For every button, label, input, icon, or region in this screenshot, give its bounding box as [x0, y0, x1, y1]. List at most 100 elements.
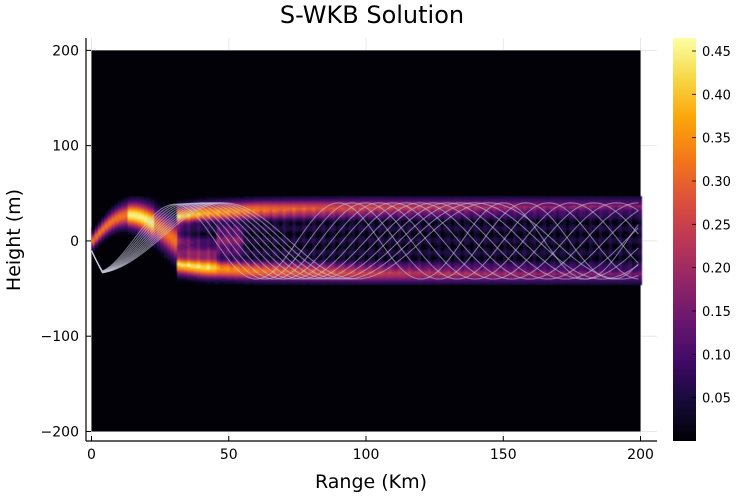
heatmap-cell — [364, 203, 369, 206]
heatmap-cell — [236, 231, 241, 234]
heatmap-cell — [111, 227, 115, 230]
heatmap-cell — [312, 276, 316, 279]
heatmap-cell — [259, 273, 264, 276]
heatmap-cell — [368, 281, 372, 284]
heatmap-cell — [305, 281, 310, 284]
heatmap-cell — [371, 221, 376, 224]
heatmap-cell — [275, 226, 280, 228]
heatmap-cell — [328, 280, 333, 283]
heatmap-cell — [308, 267, 313, 270]
heatmap-cell — [378, 256, 382, 258]
heatmap-cell — [157, 247, 162, 250]
heatmap-cell — [289, 243, 293, 246]
heatmap-cell — [229, 229, 234, 231]
heatmap-cell — [331, 251, 336, 254]
heatmap-cell — [206, 231, 211, 234]
heatmap-cell — [397, 256, 402, 258]
heatmap-cell — [154, 209, 158, 211]
heatmap-cell — [203, 216, 208, 218]
heatmap-cell — [391, 231, 395, 234]
heatmap-cell — [338, 239, 343, 241]
heatmap-cell — [401, 261, 405, 264]
heatmap-cell — [331, 260, 336, 263]
heatmap-cell — [275, 230, 280, 233]
heatmap-cell — [183, 266, 188, 269]
heatmap-cell — [305, 260, 310, 263]
heatmap-cell — [295, 257, 300, 260]
heatmap-cell — [147, 200, 152, 203]
heatmap-cell — [262, 210, 267, 213]
heatmap-cell — [384, 263, 389, 266]
heatmap-cell — [381, 267, 386, 270]
heatmap-cell — [200, 209, 204, 211]
heatmap-cell — [239, 261, 244, 264]
heatmap-cell — [226, 210, 231, 213]
heatmap-cell — [318, 244, 323, 247]
heatmap-cell — [249, 214, 254, 217]
heatmap-cell — [243, 259, 247, 261]
heatmap-cell — [292, 261, 297, 264]
heatmap-cell — [285, 201, 290, 204]
heatmap-cell — [104, 213, 109, 216]
heatmap-cell — [397, 200, 402, 203]
heatmap-cell — [229, 230, 234, 233]
heatmap-cell — [285, 239, 290, 241]
heatmap-cell — [387, 217, 392, 220]
heatmap-cell — [325, 243, 330, 246]
heatmap-cell — [266, 196, 270, 198]
heatmap-cell — [147, 227, 152, 230]
heatmap-cell — [358, 269, 363, 271]
heatmap-cell — [394, 276, 399, 279]
heatmap-cell — [325, 221, 330, 224]
heatmap-cell — [331, 203, 336, 206]
heatmap-cell — [302, 216, 307, 218]
heatmap-cell — [371, 241, 376, 244]
heatmap-cell — [312, 237, 316, 240]
heatmap-cell — [210, 283, 214, 286]
heatmap-cell — [381, 273, 386, 276]
heatmap-cell — [177, 223, 181, 226]
heatmap-cell — [249, 206, 254, 208]
heatmap-cell — [348, 236, 353, 238]
heatmap-cell — [348, 237, 353, 240]
heatmap-cell — [328, 246, 333, 248]
heatmap-cell — [196, 277, 201, 280]
heatmap-cell — [292, 231, 297, 234]
heatmap-cell — [341, 271, 346, 274]
heatmap-cell — [299, 196, 303, 198]
heatmap-cell — [124, 201, 129, 204]
heatmap-cell — [160, 219, 165, 221]
heatmap-cell — [338, 221, 343, 224]
heatmap-cell — [275, 264, 280, 267]
heatmap-cell — [210, 246, 214, 248]
heatmap-cell — [292, 267, 297, 270]
heatmap-cell — [371, 239, 376, 241]
heatmap-cell — [361, 257, 366, 260]
heatmap-cell — [259, 279, 264, 281]
heatmap-cell — [269, 226, 274, 228]
heatmap-cell — [312, 267, 316, 270]
heatmap-cell — [213, 260, 218, 263]
heatmap-cell — [127, 204, 132, 207]
heatmap-cell — [236, 203, 241, 206]
heatmap-cell — [345, 226, 349, 228]
heatmap-cell — [397, 249, 402, 251]
heatmap-cell — [272, 199, 277, 201]
heatmap-cell — [236, 257, 241, 260]
heatmap-cell — [279, 226, 283, 228]
heatmap-cell — [243, 266, 247, 269]
heatmap-cell — [348, 253, 353, 256]
heatmap-cell — [361, 226, 366, 228]
heatmap-cell — [236, 207, 241, 210]
heatmap-cell — [183, 224, 188, 227]
heatmap-cell — [216, 251, 221, 254]
heatmap-cell — [246, 250, 251, 253]
heatmap-cell — [289, 280, 293, 283]
heatmap-cell — [210, 197, 214, 200]
heatmap-cell — [236, 220, 241, 223]
heatmap-cell — [315, 281, 320, 284]
heatmap-cell — [391, 219, 395, 221]
heatmap-cell — [361, 233, 366, 236]
heatmap-cell — [391, 250, 395, 253]
heatmap-cell — [107, 231, 112, 234]
